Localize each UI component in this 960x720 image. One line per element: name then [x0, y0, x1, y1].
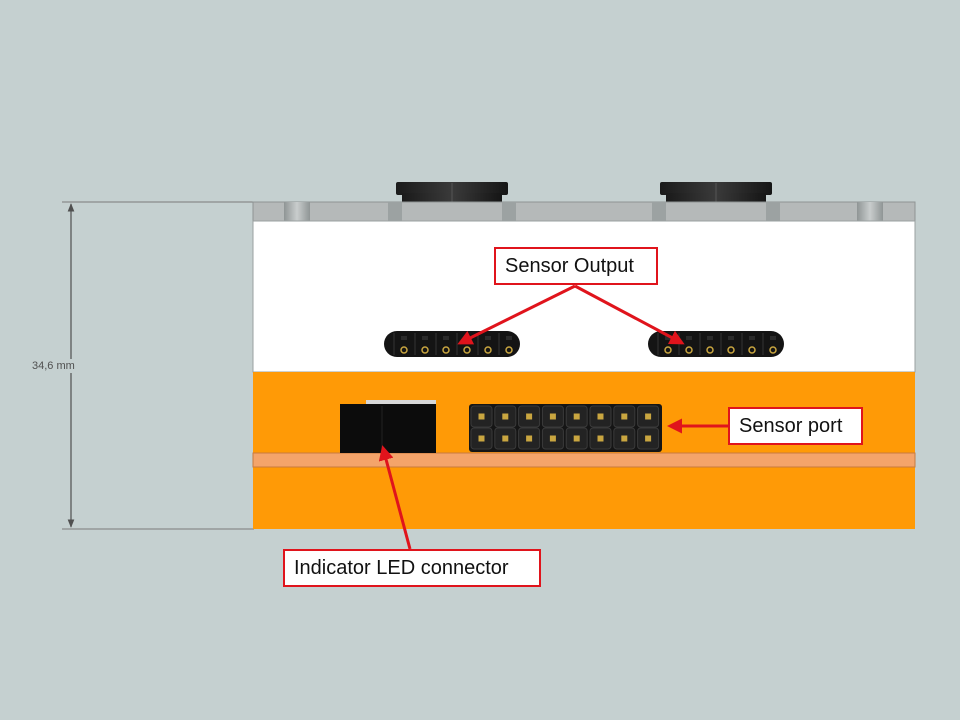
dimension-label: 34,6 mm [30, 359, 77, 373]
port-pin [526, 413, 533, 420]
output-pin-housing [422, 336, 428, 340]
output-pin [463, 346, 471, 354]
port-pin [573, 413, 580, 420]
port-pin [621, 413, 628, 420]
output-pin-housing [485, 336, 491, 340]
output-pin-housing [707, 336, 713, 340]
output-pin-housing [401, 336, 407, 340]
callout-arrows [378, 284, 728, 550]
port-pin [645, 413, 652, 420]
output-pin-housing [749, 336, 755, 340]
sensor-output-header-left [384, 331, 520, 357]
output-pin [706, 346, 714, 354]
sensor-port-header [469, 404, 662, 452]
output-pin [421, 346, 429, 354]
port-pin [645, 435, 652, 442]
port-pin [478, 435, 485, 442]
port-pin [597, 413, 604, 420]
output-pin-housing [686, 336, 692, 340]
output-pin-housing [443, 336, 449, 340]
output-pin-housing [770, 336, 776, 340]
port-pin [549, 435, 556, 442]
port-pin [502, 435, 509, 442]
output-pin [685, 346, 693, 354]
output-pin [727, 346, 735, 354]
indicator-led-connector [340, 400, 436, 453]
output-pin [505, 346, 513, 354]
output-pin [442, 346, 450, 354]
dimension-marker [62, 201, 254, 530]
top-cover [252, 220, 916, 373]
indicator-led-connector-label: Indicator LED connector [283, 549, 541, 587]
output-pin [769, 346, 777, 354]
top-rail [252, 201, 916, 222]
output-pin [748, 346, 756, 354]
output-pin [400, 346, 408, 354]
sensor-port-label: Sensor port [728, 407, 863, 445]
output-pin [664, 346, 672, 354]
port-pin [526, 435, 533, 442]
port-pin [621, 435, 628, 442]
port-pin [478, 413, 485, 420]
port-pin [502, 413, 509, 420]
pcb-strip [252, 452, 916, 468]
port-pin [573, 435, 580, 442]
port-pin [597, 435, 604, 442]
output-pin-housing [506, 336, 512, 340]
sensor-output-label: Sensor Output [494, 247, 658, 285]
output-pin [484, 346, 492, 354]
output-pin-housing [728, 336, 734, 340]
port-pin [549, 413, 556, 420]
